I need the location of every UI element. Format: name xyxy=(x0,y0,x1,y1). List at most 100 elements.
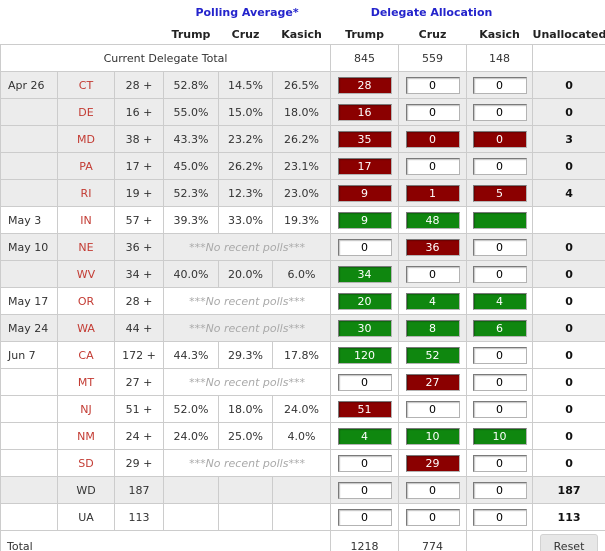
alloc-input-kasich-RI[interactable] xyxy=(472,184,527,202)
alloc-input-trump-NE[interactable] xyxy=(337,238,392,256)
alloc-input-trump-NJ[interactable] xyxy=(337,400,392,418)
poll-kasich: 18.0% xyxy=(271,98,332,126)
unallocated-value: 0 xyxy=(532,233,605,261)
alloc-input-cruz-IN[interactable] xyxy=(405,211,460,229)
poll-cruz-empty xyxy=(218,503,273,531)
alloc-input-cruz-MT[interactable] xyxy=(405,373,460,391)
alloc-input-kasich-DE[interactable] xyxy=(472,103,527,121)
date-cell: May 10 xyxy=(0,233,58,261)
alloc-cell-trump xyxy=(330,98,400,126)
unallocated-value: 0 xyxy=(532,287,605,315)
alloc-input-cruz-CA[interactable] xyxy=(405,346,460,364)
alloc-input-cruz-WA[interactable] xyxy=(405,319,460,337)
alloc-input-trump-CA[interactable] xyxy=(337,346,392,364)
alloc-input-kasich-NM[interactable] xyxy=(472,427,527,445)
alloc-input-kasich-WD[interactable] xyxy=(472,481,527,499)
alloc-input-trump-WA[interactable] xyxy=(337,319,392,337)
alloc-input-cruz-CT[interactable] xyxy=(405,76,460,94)
alloc-input-cruz-RI[interactable] xyxy=(405,184,460,202)
alloc-cell-cruz xyxy=(398,233,468,261)
state-label: SD xyxy=(57,449,115,477)
alloc-input-kasich-NE[interactable] xyxy=(472,238,527,256)
col-header-cruz-poll: Cruz xyxy=(218,24,273,45)
alloc-input-cruz-SD[interactable] xyxy=(405,454,460,472)
state-label: MT xyxy=(57,368,115,396)
alloc-input-trump-UA[interactable] xyxy=(337,508,392,526)
alloc-input-cruz-UA[interactable] xyxy=(405,508,460,526)
alloc-input-trump-NM[interactable] xyxy=(337,427,392,445)
date-cell: May 3 xyxy=(0,206,58,234)
alloc-cell-trump xyxy=(330,368,400,396)
alloc-input-cruz-OR[interactable] xyxy=(405,292,460,310)
alloc-input-kasich-OR[interactable] xyxy=(472,292,527,310)
alloc-input-kasich-PA[interactable] xyxy=(472,157,527,175)
alloc-cell-cruz xyxy=(398,341,468,369)
poll-cruz: 33.0% xyxy=(218,206,273,234)
alloc-input-trump-WV[interactable] xyxy=(337,265,392,283)
alloc-input-cruz-MD[interactable] xyxy=(405,130,460,148)
alloc-input-trump-MD[interactable] xyxy=(337,130,392,148)
alloc-input-cruz-NM[interactable] xyxy=(405,427,460,445)
delegates-count: 51 + xyxy=(114,395,164,423)
alloc-input-trump-CT[interactable] xyxy=(337,76,392,94)
alloc-input-trump-MT[interactable] xyxy=(337,373,392,391)
alloc-input-cruz-DE[interactable] xyxy=(405,103,460,121)
state-row-SD: SD 29 + ***No recent polls*** 0 xyxy=(0,449,605,477)
alloc-input-trump-OR[interactable] xyxy=(337,292,392,310)
alloc-input-kasich-SD[interactable] xyxy=(472,454,527,472)
poll-trump: 24.0% xyxy=(163,422,219,450)
poll-kasich: 19.3% xyxy=(271,206,332,234)
alloc-input-trump-IN[interactable] xyxy=(337,211,392,229)
delegates-count: 187 xyxy=(114,476,164,504)
alloc-input-trump-PA[interactable] xyxy=(337,157,392,175)
delegates-count: 38 + xyxy=(114,125,164,153)
unallocated-value: 3 xyxy=(532,125,605,153)
alloc-input-trump-SD[interactable] xyxy=(337,454,392,472)
alloc-cell-kasich xyxy=(466,368,534,396)
state-row-UA: UA113113 xyxy=(0,503,605,531)
date-cell: Jun 7 xyxy=(0,341,58,369)
alloc-input-kasich-MD[interactable] xyxy=(472,130,527,148)
alloc-cell-kasich xyxy=(466,179,534,207)
alloc-input-trump-WD[interactable] xyxy=(337,481,392,499)
alloc-input-kasich-NJ[interactable] xyxy=(472,400,527,418)
alloc-input-cruz-PA[interactable] xyxy=(405,157,460,175)
alloc-cell-kasich xyxy=(466,449,534,477)
group-header-row: Polling Average* Delegate Allocation xyxy=(0,0,605,24)
alloc-input-cruz-WV[interactable] xyxy=(405,265,460,283)
alloc-cell-cruz xyxy=(398,476,468,504)
alloc-cell-trump xyxy=(330,314,400,342)
poll-trump: 52.0% xyxy=(163,395,219,423)
alloc-input-kasich-MT[interactable] xyxy=(472,373,527,391)
date-cell xyxy=(0,179,58,207)
alloc-input-kasich-CT[interactable] xyxy=(472,76,527,94)
unallocated-value: 0 xyxy=(532,260,605,288)
alloc-input-kasich-WA[interactable] xyxy=(472,319,527,337)
alloc-input-cruz-WD[interactable] xyxy=(405,481,460,499)
poll-trump: 55.0% xyxy=(163,98,219,126)
alloc-input-trump-RI[interactable] xyxy=(337,184,392,202)
poll-trump: 45.0% xyxy=(163,152,219,180)
poll-kasich: 17.8% xyxy=(271,341,332,369)
alloc-cell-cruz xyxy=(398,152,468,180)
group-header-spacer-right xyxy=(532,0,605,24)
alloc-input-trump-DE[interactable] xyxy=(337,103,392,121)
alloc-input-kasich-UA[interactable] xyxy=(472,508,527,526)
poll-kasich: 6.0% xyxy=(271,260,332,288)
alloc-cell-cruz xyxy=(398,287,468,315)
alloc-input-cruz-NE[interactable] xyxy=(405,238,460,256)
alloc-input-cruz-NJ[interactable] xyxy=(405,400,460,418)
reset-button[interactable]: Reset xyxy=(539,534,599,551)
unallocated-value: 0 xyxy=(532,395,605,423)
unallocated-value: 0 xyxy=(532,152,605,180)
alloc-input-kasich-WV[interactable] xyxy=(472,265,527,283)
no-recent-polls: ***No recent polls*** xyxy=(162,233,332,261)
alloc-input-kasich-IN[interactable] xyxy=(472,211,527,229)
alloc-input-kasich-CA[interactable] xyxy=(472,346,527,364)
state-label: PA xyxy=(57,152,115,180)
unallocated-value: 0 xyxy=(532,314,605,342)
delegates-count: 19 + xyxy=(114,179,164,207)
